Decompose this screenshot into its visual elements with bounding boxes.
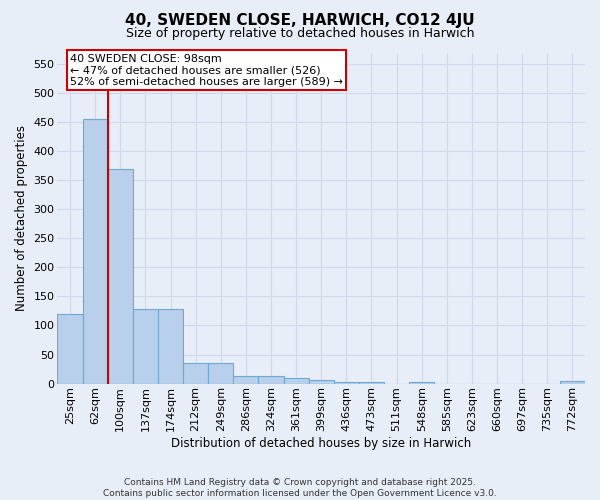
Bar [158,309,183,384]
Text: 40 SWEDEN CLOSE: 98sqm
← 47% of detached houses are smaller (526)
52% of semi-de: 40 SWEDEN CLOSE: 98sqm ← 47% of detached… [70,54,343,87]
Text: 40, SWEDEN CLOSE, HARWICH, CO12 4JU: 40, SWEDEN CLOSE, HARWICH, CO12 4JU [125,12,475,28]
Bar [183,363,208,384]
Bar [208,363,233,384]
Y-axis label: Number of detached properties: Number of detached properties [15,125,28,311]
Bar [284,378,308,384]
Bar [83,120,108,384]
Bar [334,382,359,384]
Bar [58,314,83,384]
Bar [259,376,284,384]
Bar [308,380,334,384]
Bar [409,382,434,384]
Text: Size of property relative to detached houses in Harwich: Size of property relative to detached ho… [126,28,474,40]
Bar [233,376,259,384]
Bar [359,382,384,384]
Bar [108,168,133,384]
Text: Contains HM Land Registry data © Crown copyright and database right 2025.
Contai: Contains HM Land Registry data © Crown c… [103,478,497,498]
Bar [560,380,585,384]
X-axis label: Distribution of detached houses by size in Harwich: Distribution of detached houses by size … [171,437,472,450]
Bar [133,309,158,384]
